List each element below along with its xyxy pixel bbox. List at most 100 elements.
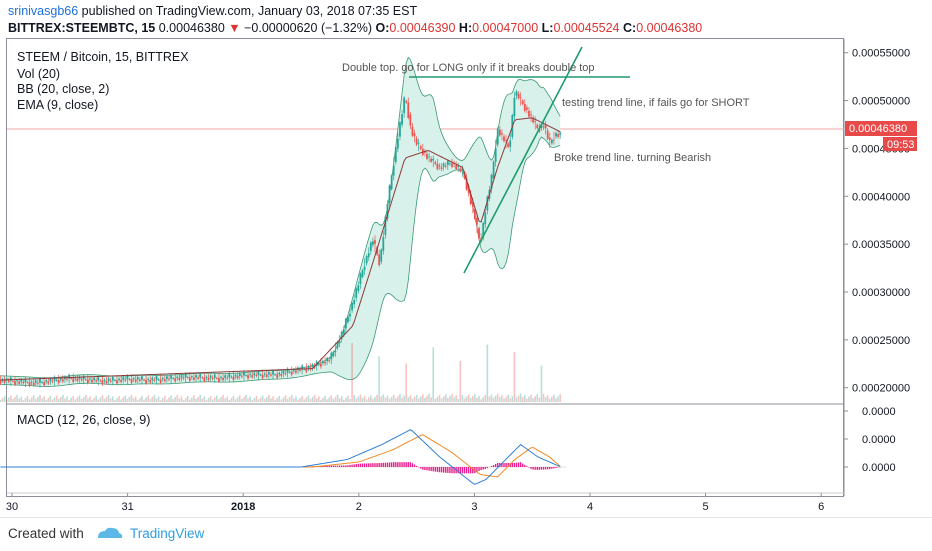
- price-tick-label: 0.00055000: [852, 48, 910, 60]
- candle-body: [365, 255, 368, 264]
- volume-bar: [465, 396, 468, 402]
- volume-bar: [141, 395, 143, 402]
- macd-line: [0, 429, 561, 485]
- volume-bar: [390, 396, 393, 402]
- tradingview-logo-icon[interactable]: [96, 525, 124, 543]
- volume-bar: [526, 398, 528, 402]
- volume-bar: [382, 394, 385, 402]
- volume-bar: [293, 398, 295, 402]
- candle-body: [532, 117, 535, 123]
- volume-bar: [372, 398, 374, 402]
- author-link[interactable]: srinivasgb66: [8, 4, 79, 18]
- candle-body: [546, 130, 549, 139]
- volume-bar: [164, 395, 166, 402]
- volume-bar: [386, 395, 389, 402]
- time-tick-label: 2: [356, 501, 362, 513]
- volume-bar: [357, 396, 360, 402]
- candle-body: [367, 253, 370, 258]
- volume-bar: [168, 397, 170, 402]
- candle-body: [555, 133, 557, 137]
- candle-body: [86, 379, 89, 384]
- volume-bar: [265, 396, 268, 402]
- volume-bar: [432, 347, 435, 402]
- candle-body: [59, 378, 62, 380]
- volume-bar: [463, 398, 466, 402]
- volume-bar: [184, 397, 187, 402]
- candle-body: [403, 97, 406, 113]
- volume-bar: [89, 396, 91, 402]
- volume-bar: [486, 344, 489, 402]
- trend-line[interactable]: [463, 46, 583, 274]
- volume-bar: [199, 394, 201, 402]
- volume-bar: [459, 360, 462, 402]
- candle-body: [467, 186, 470, 193]
- candle-body: [324, 362, 326, 364]
- candle-body: [509, 140, 512, 147]
- tradingview-brand[interactable]: TradingView: [130, 526, 205, 541]
- candle-body: [66, 378, 68, 380]
- candle-body: [317, 363, 320, 365]
- volume-bar: [461, 394, 464, 402]
- volume-bar: [328, 397, 331, 402]
- candle-body: [159, 379, 162, 383]
- candle-body: [232, 376, 235, 380]
- volume-bar: [22, 399, 25, 402]
- volume-bar: [253, 397, 256, 402]
- volume-bar: [170, 395, 172, 402]
- candle-body: [501, 133, 503, 135]
- candle-body: [155, 376, 158, 380]
- volume-bar: [394, 398, 397, 402]
- signal-line: [0, 434, 561, 478]
- candle-body: [444, 165, 447, 167]
- volume-bar: [95, 395, 97, 402]
- volume-bar: [453, 397, 455, 402]
- time-tick-label: 2018: [231, 501, 255, 513]
- candle-body: [463, 171, 466, 179]
- indicator-lines: [0, 117, 561, 381]
- volume-bar: [18, 398, 20, 402]
- volume-bar: [340, 396, 343, 402]
- candle-body: [363, 266, 366, 271]
- volume-bar: [413, 396, 416, 402]
- price-tag: [845, 121, 917, 136]
- volume-bar: [320, 399, 322, 402]
- candle-body: [284, 373, 287, 374]
- candle-body: [174, 378, 177, 382]
- volume-bar: [145, 397, 147, 402]
- volume-bar: [197, 396, 199, 402]
- volume-bar: [511, 396, 514, 402]
- candle-body: [136, 377, 139, 380]
- volume-bar: [124, 395, 127, 402]
- candle-body: [282, 370, 285, 374]
- price-tick-label: 0.00020000: [852, 383, 910, 395]
- volume-bar: [263, 398, 266, 402]
- volume-bar: [490, 394, 493, 402]
- candle-body: [251, 375, 254, 378]
- candle-body: [80, 378, 83, 381]
- candle-body: [180, 375, 183, 378]
- volume-bar: [517, 395, 520, 402]
- volume-bar: [134, 396, 137, 402]
- candle-body: [207, 377, 210, 381]
- candle-body: [338, 341, 341, 344]
- candle-body: [122, 377, 125, 380]
- candle-body: [28, 382, 31, 386]
- candle-body: [149, 379, 152, 383]
- volume-bar: [191, 397, 193, 402]
- volume-bar: [84, 394, 87, 402]
- volume-bar: [261, 395, 264, 402]
- candle-body: [124, 379, 127, 381]
- volume-bar: [130, 394, 133, 402]
- ohlc-line: BITTREX:STEEMBTC, 15 0.00046380 ▼ −0.000…: [8, 21, 703, 35]
- candle-body: [378, 254, 381, 266]
- volume-bar: [47, 397, 50, 402]
- volume-bar: [359, 394, 362, 402]
- price-chart[interactable]: 0.000550000.000500000.000450000.00040000…: [0, 0, 932, 517]
- volume-bar: [232, 395, 235, 402]
- price-tick-label: 0.00040000: [852, 191, 910, 203]
- volume-bar: [220, 396, 222, 402]
- candle-body: [39, 378, 41, 383]
- volume-bar: [80, 398, 83, 402]
- candle-body: [305, 368, 308, 372]
- volume-bar: [207, 397, 210, 402]
